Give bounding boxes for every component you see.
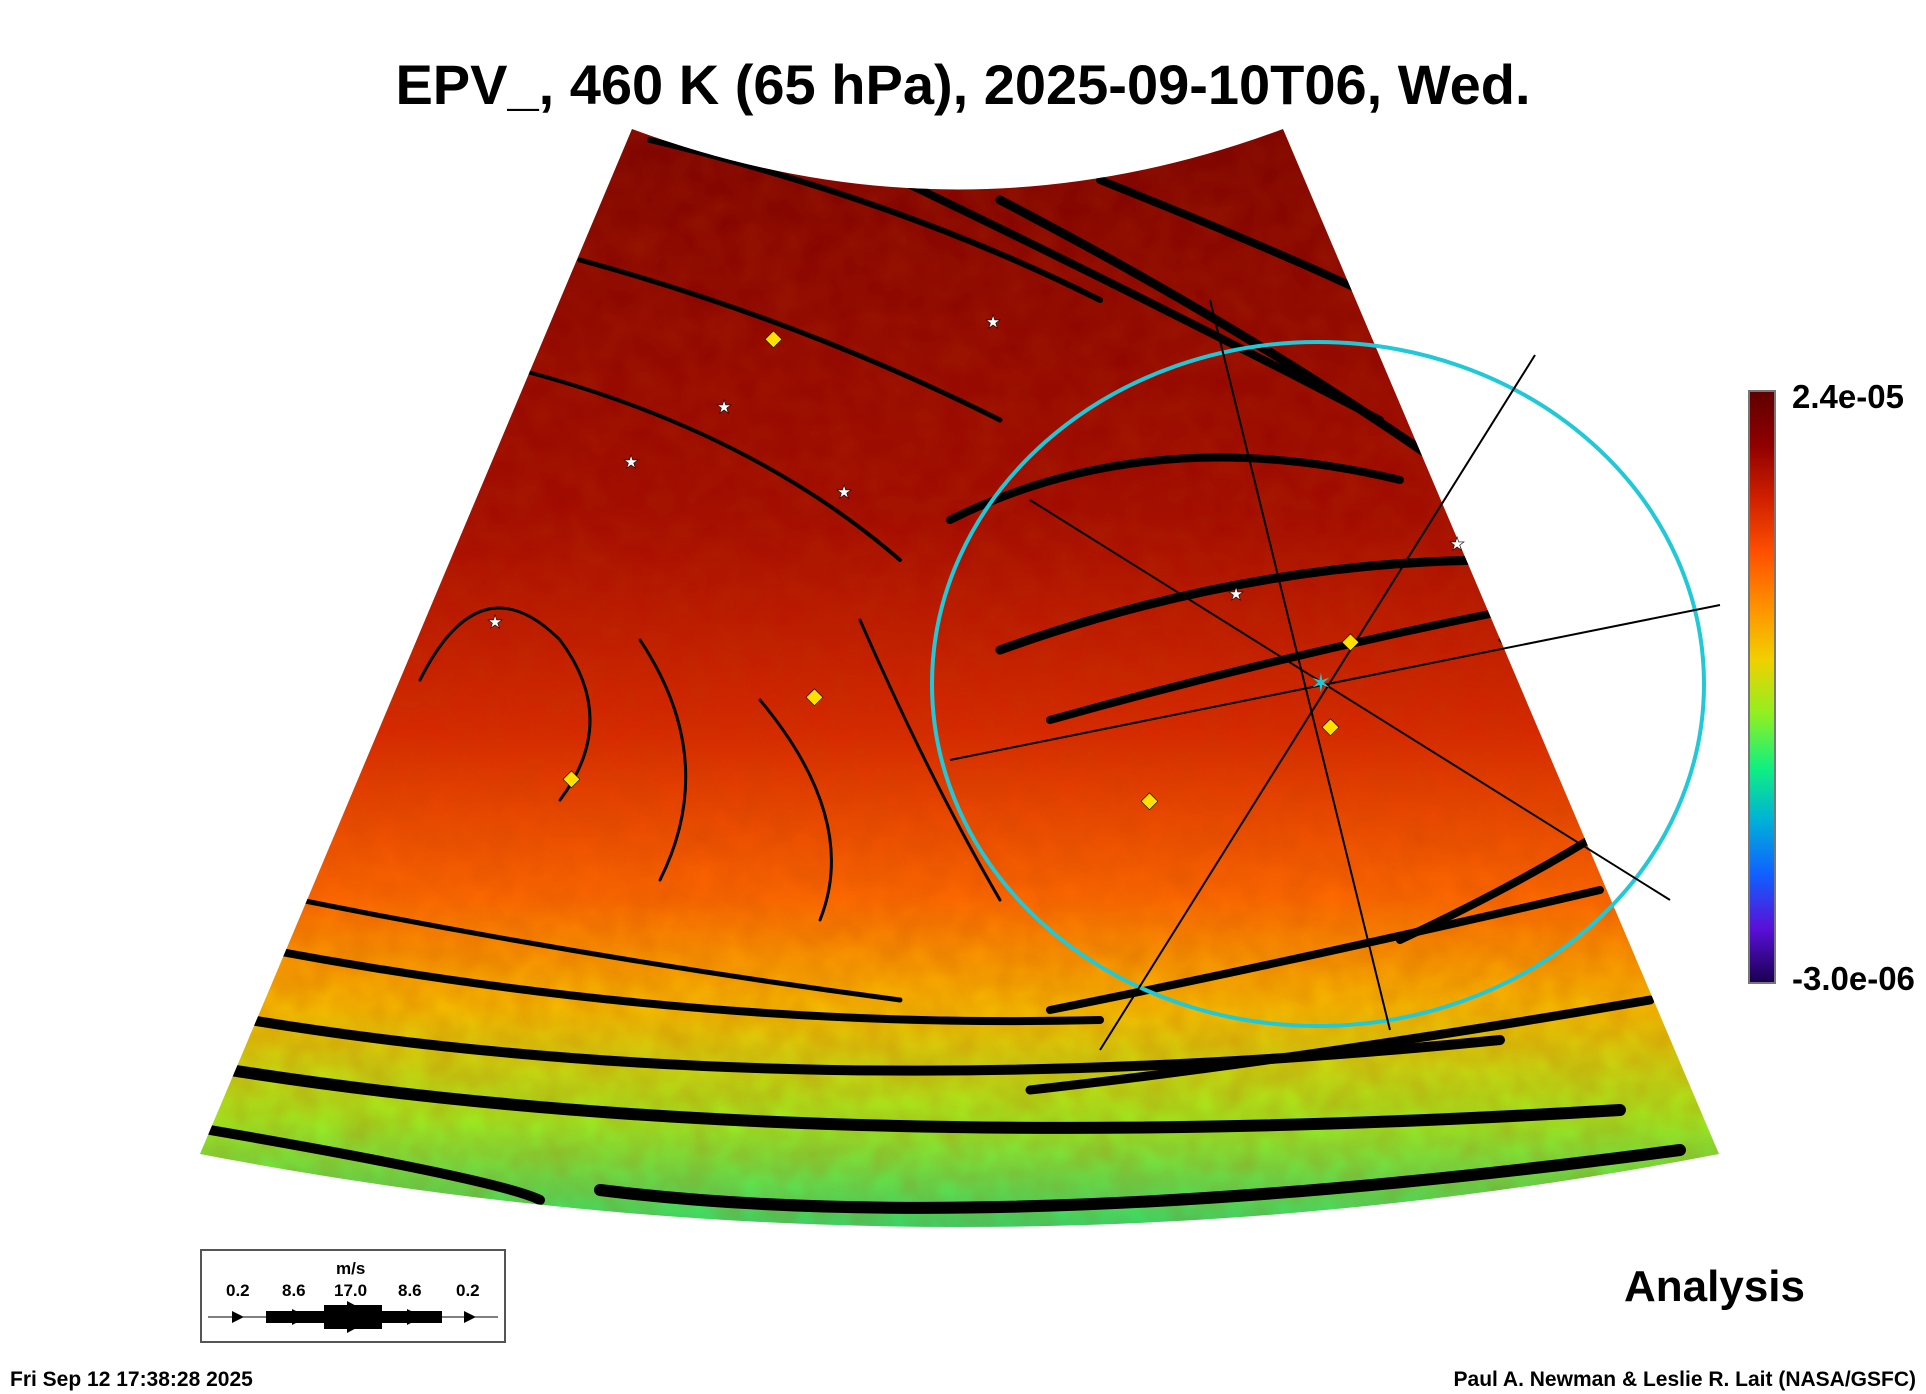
wind-streamline: [995, 555, 1505, 655]
wind-legend: m/s 0.2 8.6 17.0 8.6 0.2: [200, 1249, 506, 1343]
timestamp: Fri Sep 12 17:38:28 2025: [10, 1368, 253, 1391]
wind-streamline: [205, 1125, 545, 1205]
wind-streamline: [418, 606, 592, 802]
wind-streamline: [1046, 886, 1604, 1014]
wind-value: 0.2: [456, 1281, 480, 1300]
wind-streamline: [647, 137, 1103, 303]
wind-streamline: [297, 897, 903, 1003]
wind-streamline: [518, 368, 902, 562]
wind-value: 17.0: [334, 1281, 368, 1300]
wind-streamline: [946, 453, 1404, 524]
wind-streamline: [1046, 596, 1564, 724]
diamond-marker-icon: ◆: [765, 325, 782, 350]
star-marker-icon: ★: [1228, 584, 1244, 604]
wind-streamline: [594, 1144, 1686, 1214]
wind-streamline: [638, 638, 688, 882]
diamond-marker-icon: ◆: [1322, 713, 1339, 738]
colorbar: [1748, 390, 1776, 984]
wind-value: 8.6: [282, 1281, 306, 1300]
star-marker-icon: ★: [1449, 534, 1465, 554]
wind-unit: m/s: [336, 1259, 366, 1278]
diamond-marker-icon: ◆: [806, 683, 823, 708]
chart-title: EPV_, 460 K (65 hPa), 2025-09-10T06, Wed…: [395, 53, 1531, 116]
star-marker-icon: ★: [487, 612, 503, 632]
wind-streamline: [224, 1064, 1626, 1134]
wind-streamline: [995, 195, 1455, 475]
wind-streamline: [1025, 995, 1655, 1095]
field-texture: [200, 129, 1719, 1227]
wind-streamline: [896, 176, 1384, 424]
colorbar-min-label: -3.0e-06: [1792, 960, 1915, 997]
star-marker-icon: ★: [836, 482, 852, 502]
star-marker-icon: ★: [623, 452, 639, 472]
colorbar-max-label: 2.4e-05: [1792, 378, 1904, 415]
wind-value: 0.2: [226, 1281, 250, 1300]
diamond-marker-icon: ◆: [1342, 628, 1359, 653]
star-marker-icon: ★: [716, 397, 732, 417]
diamond-marker-icon: ◆: [563, 765, 580, 790]
star-marker-icon: ★: [985, 312, 1001, 332]
range-ring: [930, 340, 1706, 1028]
wind-streamline: [577, 257, 1003, 423]
wind-streamline: [858, 618, 1002, 902]
wind-scale-arrow: [208, 1301, 498, 1333]
radial-lines: [949, 299, 1721, 1051]
diamond-marker-icon: ◆: [1141, 787, 1158, 812]
center-star-icon: ✶: [1310, 668, 1332, 698]
wind-value: 8.6: [398, 1281, 422, 1300]
wind-streamline: [266, 946, 1104, 1026]
credit: Paul A. Newman & Leslie R. Lait (NASA/GS…: [1453, 1368, 1916, 1391]
analysis-label: Analysis: [1624, 1262, 1805, 1311]
wind-streamline: [758, 698, 833, 922]
